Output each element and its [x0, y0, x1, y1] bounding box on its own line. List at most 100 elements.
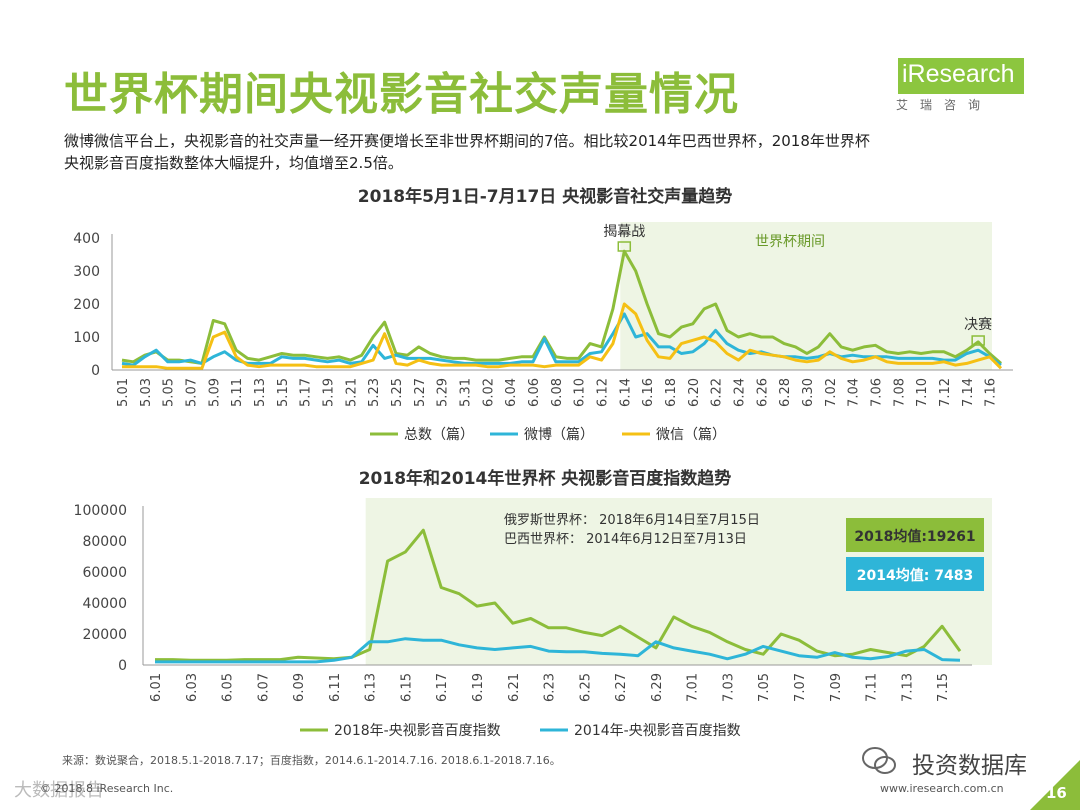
series-line-1 — [121, 249, 1002, 365]
y-tick-label: 0 — [91, 363, 100, 379]
chart2-title: 2018年和2014年世界杯 央视影音百度指数趋势 — [359, 468, 732, 489]
x-tick-label: 7.06 — [869, 378, 884, 407]
x-tick-label: 6.13 — [364, 673, 379, 702]
opening-match-marker — [617, 241, 632, 252]
x-tick-label: 5.21 — [344, 378, 359, 407]
x-tick-label: 6.10 — [573, 378, 588, 407]
x-tick-label: 6.24 — [732, 378, 747, 407]
y-tick-label: 60000 — [82, 565, 127, 581]
x-tick-label: 5.13 — [253, 378, 268, 407]
x-tick-label: 7.02 — [824, 378, 839, 407]
y-tick-label: 20000 — [82, 627, 127, 643]
y-tick-label: 300 — [73, 264, 100, 280]
x-tick-label: 6.22 — [710, 378, 725, 407]
x-tick-label: 6.03 — [185, 673, 200, 702]
x-tick-label: 5.25 — [390, 378, 405, 407]
x-tick-label: 7.01 — [686, 673, 701, 702]
y-tick-label: 80000 — [82, 534, 127, 550]
x-tick-label: 6.02 — [481, 378, 496, 407]
social-volume-chart: 2018年5月1日-7月17日 央视影音社交声量趋势 400 300 200 100 0… — [73, 186, 1013, 443]
x-tick-label: 7.10 — [915, 378, 930, 407]
x-tick-label: 5.01 — [116, 378, 131, 407]
brazil-world-cup-note: 巴西世界杯： 2014年6月12日至7月13日 — [504, 532, 747, 547]
series-line-2 — [121, 312, 1002, 367]
subtitle-line-1: 微博微信平台上，央视影音的社交声量一经开赛便增长至非世界杯期间的7倍。相比较20… — [64, 132, 870, 150]
final-match-label: 决赛 — [964, 317, 992, 333]
x-tick-label: 6.12 — [595, 378, 610, 407]
x-tick-label: 7.08 — [892, 378, 907, 407]
page-title: 世界杯期间央视影音社交声量情况 — [64, 69, 739, 120]
x-tick-label: 7.09 — [829, 673, 844, 702]
x-tick-label: 5.23 — [367, 378, 382, 407]
x-tick-label: 7.12 — [938, 378, 953, 407]
logo-box: iResearch — [898, 58, 1024, 94]
y-tick-label: 400 — [73, 231, 100, 247]
x-tick-label: 6.26 — [755, 378, 770, 407]
website-url: www.iresearch.com.cn — [880, 782, 1004, 795]
x-tick-label: 7.13 — [900, 673, 915, 702]
y-tick-label: 100000 — [74, 503, 127, 519]
x-tick-label: 7.07 — [793, 673, 808, 702]
iresearch-logo: iResearch 艾瑞咨询 — [892, 58, 1026, 112]
x-tick-label: 6.14 — [618, 378, 633, 407]
world-cup-period-label: 世界杯期间 — [755, 234, 825, 250]
watermark-left: 大数据报告 — [14, 780, 104, 801]
watermark-text: 投资数据库 — [912, 753, 1027, 779]
x-tick-label: 6.04 — [504, 378, 519, 407]
series-line-2 — [155, 637, 961, 664]
x-tick-label: 6.01 — [149, 673, 164, 702]
legend-label: 2014年-央视影音百度指数 — [574, 722, 741, 739]
opening-match-label: 揭幕战 — [603, 224, 645, 240]
x-tick-label: 6.23 — [543, 673, 558, 702]
x-tick-label: 6.30 — [801, 378, 816, 407]
page-corner — [1030, 760, 1080, 810]
logo-subtext: 艾瑞咨询 — [896, 98, 993, 112]
chart1-title: 2018年5月1日-7月17日 央视影音社交声量趋势 — [358, 186, 732, 207]
x-tick-label: 7.16 — [984, 378, 999, 407]
subtitle-line-2: 央视影音百度指数整体大幅提升，均值增至2.5倍。 — [64, 154, 403, 172]
x-tick-label: 6.25 — [578, 673, 593, 702]
x-tick-label: 6.29 — [650, 673, 665, 702]
x-tick-label: 6.17 — [435, 673, 450, 702]
x-tick-label: 7.04 — [847, 378, 862, 407]
logo-text: iResearch — [902, 60, 1015, 88]
x-tick-label: 7.05 — [757, 673, 772, 702]
x-tick-label: 5.03 — [139, 378, 154, 407]
wechat-icon — [862, 747, 896, 774]
x-tick-label: 7.15 — [936, 673, 951, 702]
avg-2018-badge — [846, 518, 984, 552]
x-tick-label: 6.09 — [292, 673, 307, 702]
legend-label: 微信（篇） — [656, 427, 726, 443]
avg-2014-badge — [846, 557, 984, 591]
avg-2018-label: 2018均值:19261 — [854, 528, 975, 545]
x-tick-label: 5.11 — [230, 378, 245, 407]
final-match-marker — [971, 335, 985, 346]
x-tick-label: 6.18 — [664, 378, 679, 407]
x-tick-label: 6.21 — [507, 673, 522, 702]
x-tick-label: 5.19 — [321, 378, 336, 407]
x-tick-label: 7.03 — [721, 673, 736, 702]
x-tick-label: 5.07 — [184, 378, 199, 407]
x-tick-label: 6.16 — [641, 378, 656, 407]
x-tick-label: 6.07 — [256, 673, 271, 702]
x-tick-label: 5.27 — [413, 378, 428, 407]
x-tick-label: 5.15 — [276, 378, 291, 407]
x-tick-label: 5.09 — [207, 378, 222, 407]
x-tick-label: 6.15 — [399, 673, 414, 702]
page-number: 16 — [1046, 784, 1067, 802]
x-tick-label: 6.20 — [687, 378, 702, 407]
y-tick-label: 100 — [73, 330, 100, 346]
series-line-3 — [122, 302, 1003, 370]
x-tick-label: 6.06 — [527, 378, 542, 407]
legend-label: 2018年-央视影音百度指数 — [334, 722, 501, 739]
baidu-index-chart: 2018年和2014年世界杯 央视影音百度指数趋势 100000 80000 600… — [74, 468, 993, 739]
y-tick-label: 0 — [118, 658, 127, 674]
x-tick-label: 5.17 — [299, 378, 314, 407]
legend-label: 总数（篇） — [404, 427, 474, 443]
x-tick-label: 7.14 — [961, 378, 976, 407]
russia-world-cup-note: 俄罗斯世界杯： 2018年6月14日至7月15日 — [504, 513, 760, 528]
x-tick-label: 5.29 — [436, 378, 451, 407]
x-tick-label: 6.11 — [328, 673, 343, 702]
x-tick-label: 5.31 — [458, 378, 473, 407]
y-tick-label: 40000 — [82, 596, 127, 612]
